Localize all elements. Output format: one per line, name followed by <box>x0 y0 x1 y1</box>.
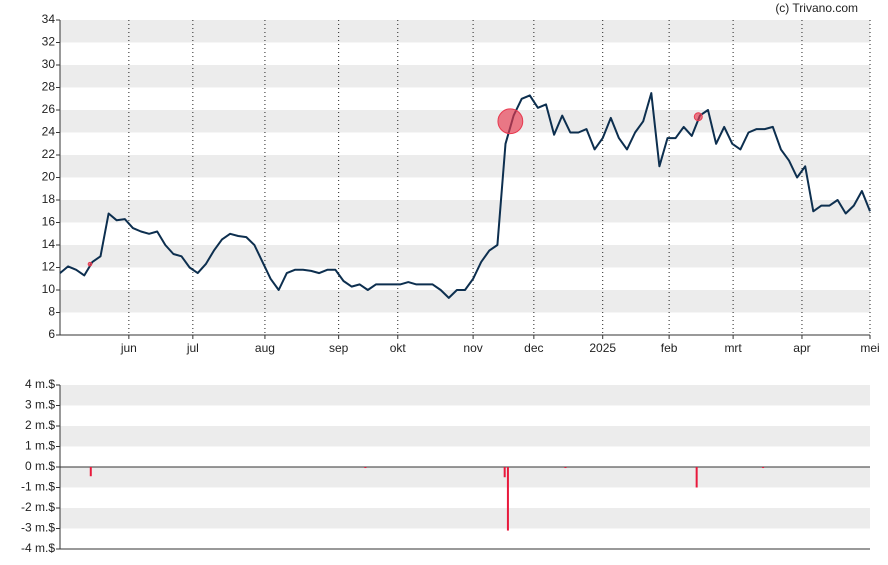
x-tick-label: sep <box>329 341 349 355</box>
y-tick-label: 10 <box>42 282 56 296</box>
bar <box>506 467 509 531</box>
grid-band <box>60 426 870 447</box>
x-tick-label: mei <box>860 341 879 355</box>
y-tick-label: 24 <box>42 125 56 139</box>
x-tick-label: feb <box>661 341 678 355</box>
y-tick-label: 0 m.$ <box>25 459 55 473</box>
x-tick-label: jul <box>186 341 199 355</box>
credit: (c) Trivano.com <box>775 1 858 15</box>
bubble <box>693 112 703 122</box>
y-tick-label: 28 <box>42 80 56 94</box>
y-tick-label: 14 <box>42 237 56 251</box>
bubble <box>497 108 524 135</box>
y-tick-label: 18 <box>42 192 56 206</box>
y-tick-label: 20 <box>42 170 56 184</box>
grid-band <box>60 155 870 178</box>
x-tick-label: mrt <box>724 341 742 355</box>
y-tick-label: 1 m.$ <box>25 439 55 453</box>
grid-band <box>60 385 870 406</box>
y-tick-label: 3 m.$ <box>25 398 55 412</box>
bar <box>695 467 698 488</box>
y-tick-label: -2 m.$ <box>21 500 55 514</box>
y-tick-label: 30 <box>42 57 56 71</box>
bar <box>89 467 92 477</box>
y-tick-label: 4 m.$ <box>25 377 55 391</box>
grid-band <box>60 508 870 529</box>
x-tick-label: nov <box>463 341 482 355</box>
bar <box>364 467 367 469</box>
grid-band <box>60 110 870 133</box>
y-tick-label: 6 <box>48 327 55 341</box>
bar <box>503 467 506 478</box>
x-tick-label: dec <box>524 341 543 355</box>
grid-band <box>60 65 870 88</box>
x-tick-label: okt <box>390 341 407 355</box>
bar <box>564 467 567 469</box>
x-tick-label: aug <box>255 341 275 355</box>
y-tick-label: -1 m.$ <box>21 480 55 494</box>
y-tick-label: 8 <box>48 305 55 319</box>
y-tick-label: 22 <box>42 147 56 161</box>
y-tick-label: 32 <box>42 35 56 49</box>
grid-band <box>60 200 870 223</box>
y-tick-label: 16 <box>42 215 56 229</box>
y-tick-label: 12 <box>42 260 56 274</box>
y-tick-label: 26 <box>42 102 56 116</box>
grid-band <box>60 20 870 43</box>
y-tick-label: -4 m.$ <box>21 541 55 555</box>
bubble <box>87 261 93 267</box>
grid-band <box>60 467 870 488</box>
price-line <box>59 92 871 299</box>
y-tick-label: -3 m.$ <box>21 521 55 535</box>
grid-band <box>60 290 870 313</box>
x-tick-label: jun <box>120 341 137 355</box>
x-tick-label: 2025 <box>589 341 616 355</box>
x-tick-label: apr <box>793 341 810 355</box>
y-tick-label: 2 m.$ <box>25 418 55 432</box>
bar <box>762 467 765 469</box>
y-tick-label: 34 <box>42 12 56 26</box>
